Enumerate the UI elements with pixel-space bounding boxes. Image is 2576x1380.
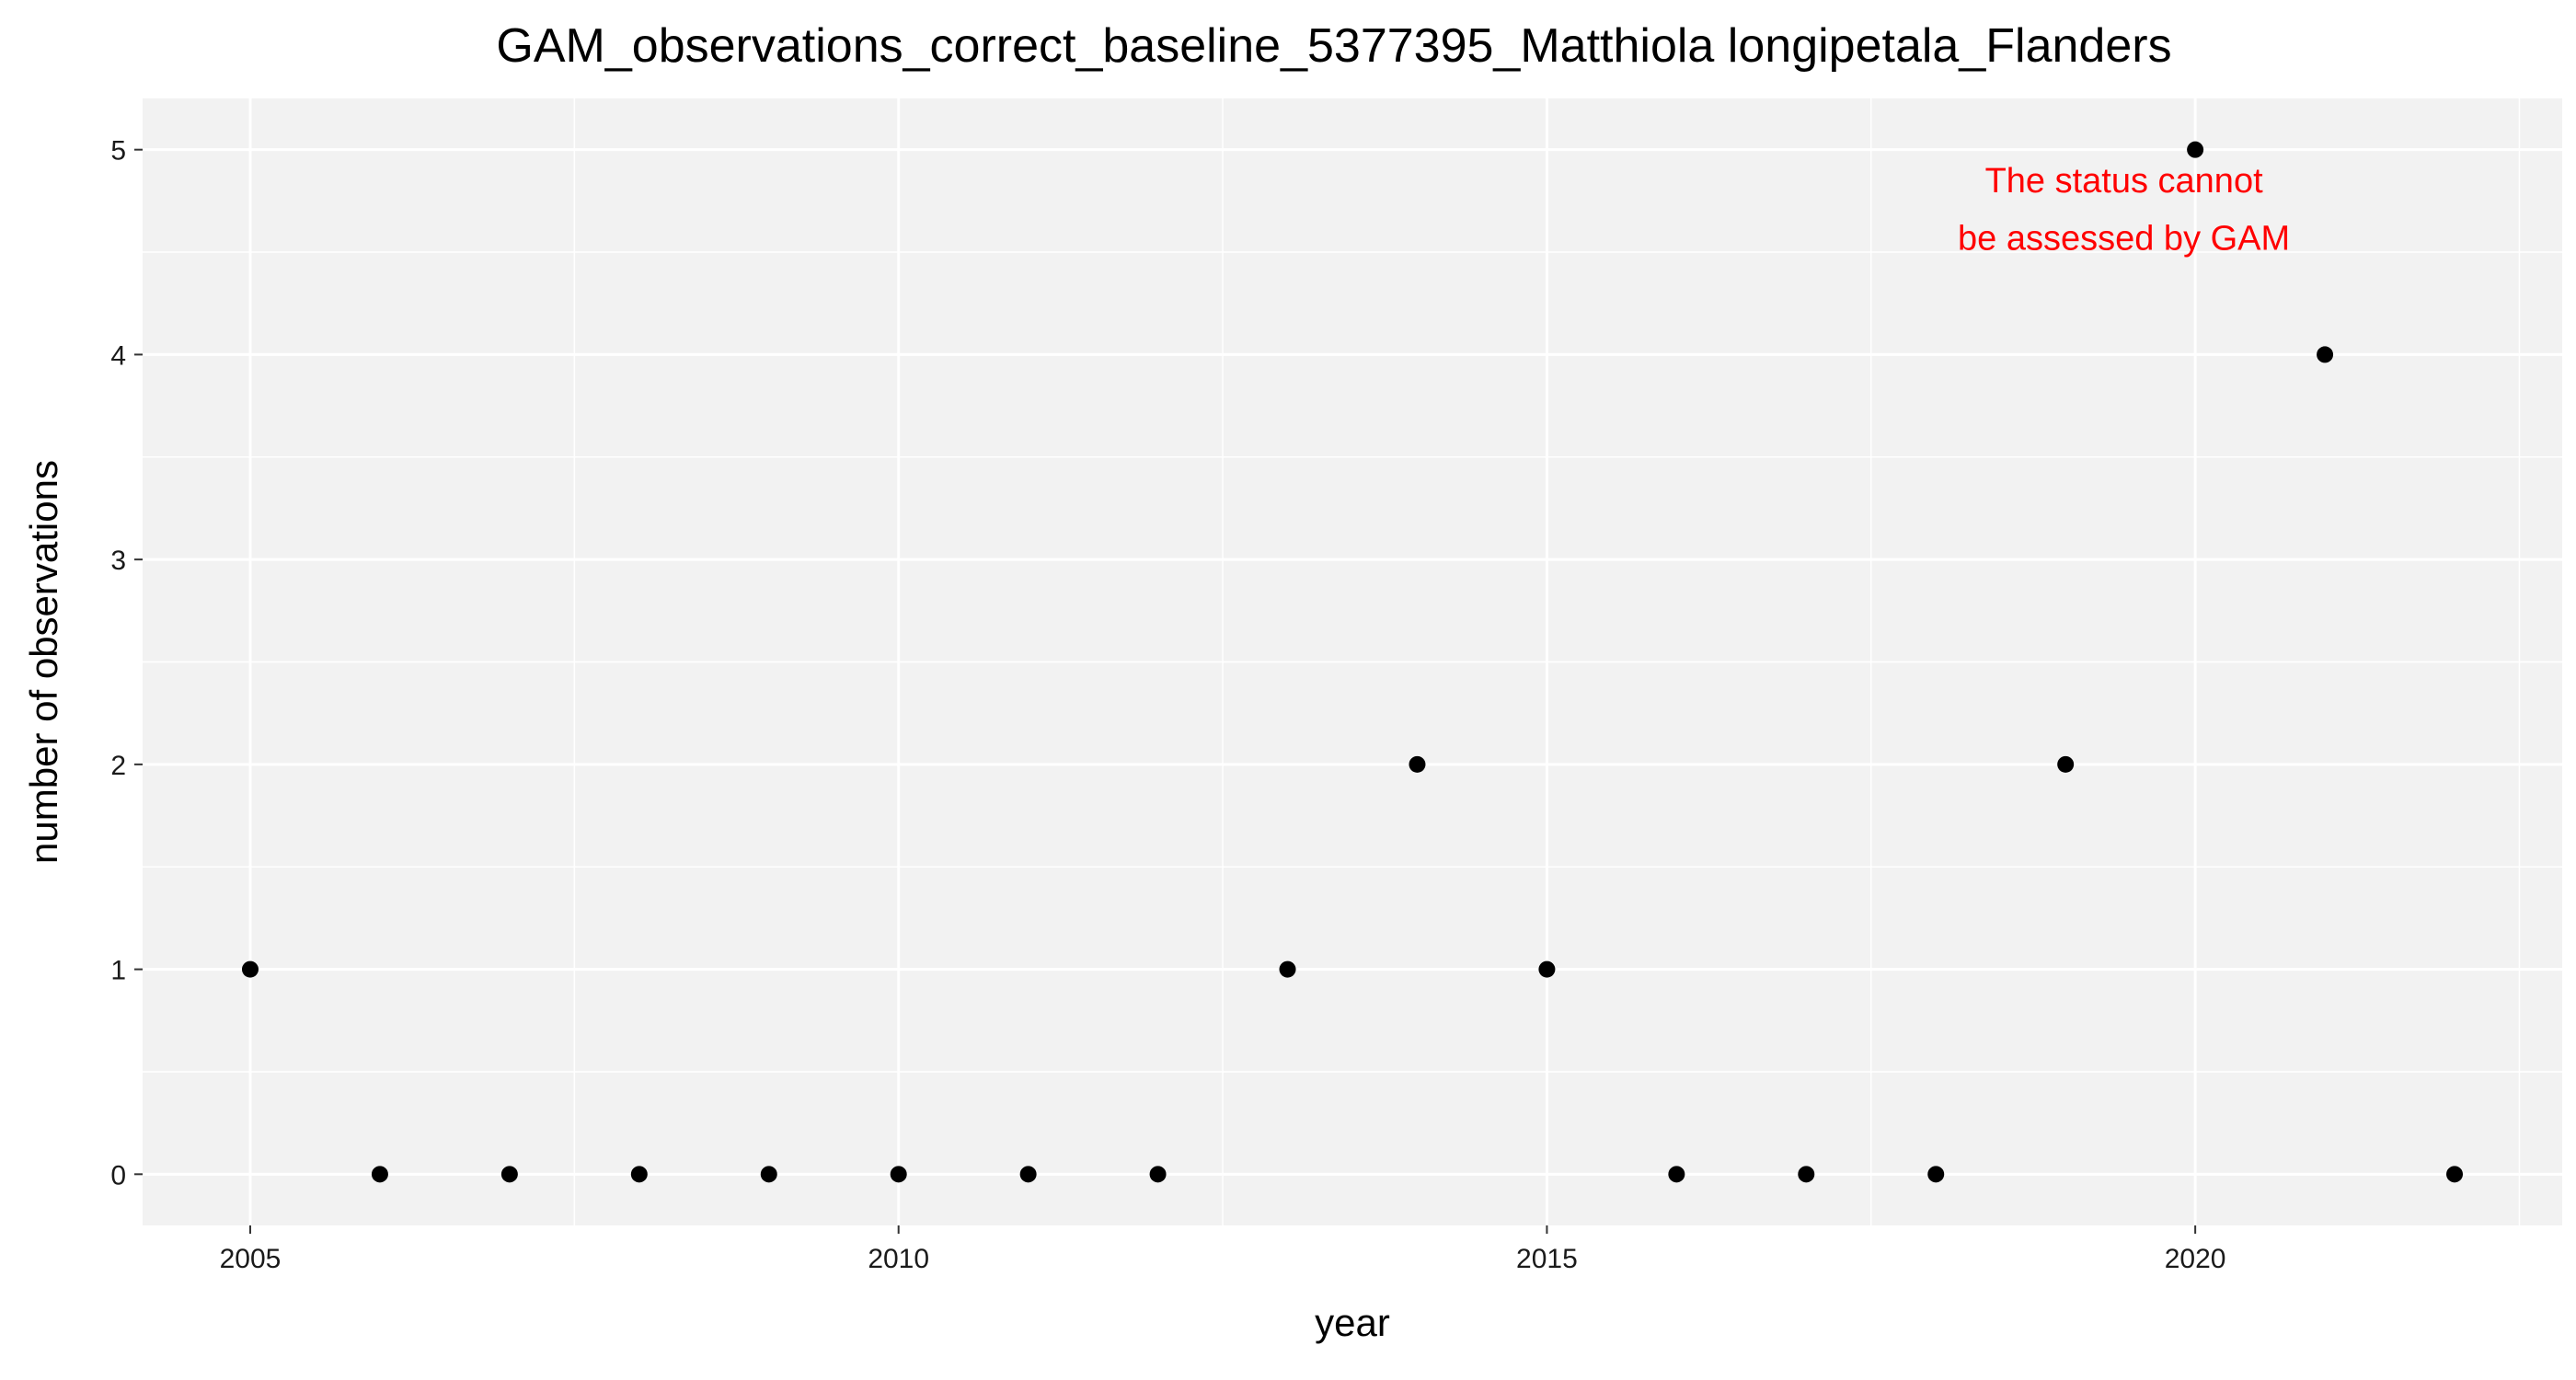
y-tick-label: 3 bbox=[110, 546, 126, 576]
data-point bbox=[1668, 1166, 1685, 1183]
x-tick-label: 2020 bbox=[2165, 1244, 2226, 1274]
data-point bbox=[1019, 1166, 1037, 1183]
data-point bbox=[630, 1166, 648, 1183]
data-point bbox=[2057, 755, 2075, 773]
y-tick-label: 2 bbox=[110, 751, 126, 781]
data-point bbox=[760, 1166, 777, 1183]
data-point bbox=[890, 1166, 907, 1183]
x-tick-label: 2010 bbox=[868, 1244, 929, 1274]
x-tick-label: 2005 bbox=[220, 1244, 282, 1274]
data-point bbox=[2446, 1166, 2464, 1183]
y-tick-label: 0 bbox=[110, 1160, 126, 1190]
chart-title: GAM_observations_correct_baseline_537739… bbox=[496, 19, 2172, 73]
y-tick-label: 4 bbox=[110, 340, 126, 371]
data-points bbox=[241, 141, 2464, 1183]
x-tick-label: 2015 bbox=[1516, 1244, 1578, 1274]
y-tick-label: 5 bbox=[110, 136, 126, 167]
annotation-line-1: The status cannot bbox=[1985, 162, 2264, 201]
x-axis-title: year bbox=[1315, 1301, 1390, 1344]
data-point bbox=[500, 1166, 518, 1183]
data-point bbox=[2187, 141, 2204, 158]
data-point bbox=[1927, 1166, 1945, 1183]
grid-minor bbox=[143, 98, 2562, 1225]
data-point bbox=[2317, 346, 2334, 363]
annotation-line-2: be assessed by GAM bbox=[1958, 219, 2290, 258]
data-point bbox=[1279, 960, 1296, 978]
data-point bbox=[1798, 1166, 1815, 1183]
data-point bbox=[241, 960, 259, 978]
grid-major bbox=[143, 98, 2562, 1225]
data-point bbox=[1409, 755, 1426, 773]
data-point bbox=[371, 1166, 388, 1183]
x-axis: 2005 2010 2015 2020 bbox=[220, 1225, 2226, 1274]
y-axis: 0 1 2 3 4 5 bbox=[110, 136, 143, 1190]
y-axis-title: number of observations bbox=[22, 460, 65, 864]
y-tick-label: 1 bbox=[110, 956, 126, 986]
data-point bbox=[1538, 960, 1556, 978]
data-point bbox=[1149, 1166, 1167, 1183]
